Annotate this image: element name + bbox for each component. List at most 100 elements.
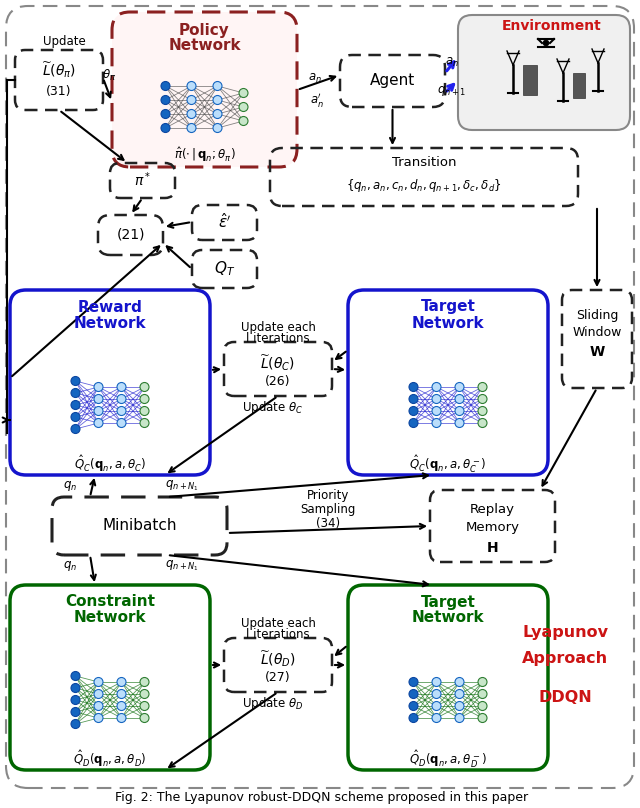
Circle shape — [117, 406, 126, 415]
Text: Constraint: Constraint — [65, 595, 155, 609]
Circle shape — [71, 671, 80, 680]
Text: $\widetilde{L}(\theta_\pi)$: $\widetilde{L}(\theta_\pi)$ — [42, 60, 76, 80]
Circle shape — [94, 419, 103, 427]
Circle shape — [71, 401, 80, 410]
Circle shape — [71, 708, 80, 717]
Text: $a_n'$: $a_n'$ — [310, 91, 324, 109]
Text: Memory: Memory — [465, 521, 520, 535]
Circle shape — [478, 677, 487, 687]
Text: $\hat{Q}_D(\mathbf{q}_n, a, \theta_D^-)$: $\hat{Q}_D(\mathbf{q}_n, a, \theta_D^-)$ — [409, 748, 487, 770]
Ellipse shape — [515, 92, 580, 117]
Text: Update $\theta_D$: Update $\theta_D$ — [243, 696, 304, 713]
Circle shape — [187, 124, 196, 133]
Text: Replay: Replay — [470, 503, 515, 516]
Circle shape — [409, 394, 418, 403]
Text: Update each: Update each — [241, 617, 316, 630]
Circle shape — [432, 382, 441, 392]
Text: (21): (21) — [116, 228, 145, 242]
Circle shape — [478, 713, 487, 722]
Circle shape — [455, 677, 464, 687]
Text: $q_n$: $q_n$ — [63, 479, 77, 493]
Text: Network: Network — [74, 315, 147, 330]
Text: Minibatch: Minibatch — [102, 519, 177, 533]
Text: l iterations: l iterations — [246, 629, 310, 642]
Circle shape — [187, 95, 196, 104]
Circle shape — [71, 389, 80, 398]
Circle shape — [432, 419, 441, 427]
FancyBboxPatch shape — [573, 73, 585, 98]
Text: $\pi^*$: $\pi^*$ — [134, 170, 151, 189]
Text: (26): (26) — [265, 376, 291, 389]
Circle shape — [94, 394, 103, 403]
Circle shape — [94, 689, 103, 698]
Text: $\{q_n, a_n, c_n, d_n, q_{n+1}, \delta_c, \delta_d\}$: $\{q_n, a_n, c_n, d_n, q_{n+1}, \delta_c… — [346, 178, 502, 195]
Text: Network: Network — [74, 611, 147, 625]
Text: (34): (34) — [316, 516, 340, 529]
Circle shape — [140, 689, 149, 698]
Circle shape — [140, 701, 149, 710]
Text: $q_{n+N_1}$: $q_{n+N_1}$ — [165, 478, 199, 494]
Circle shape — [239, 89, 248, 98]
Text: $\hat{\pi}(\cdot\,|\,\mathbf{q}_n;\theta_\pi)$: $\hat{\pi}(\cdot\,|\,\mathbf{q}_n;\theta… — [173, 145, 236, 165]
Circle shape — [213, 82, 222, 90]
Text: Agent: Agent — [370, 74, 415, 89]
Circle shape — [117, 419, 126, 427]
Circle shape — [409, 713, 418, 722]
Circle shape — [432, 689, 441, 698]
Circle shape — [478, 382, 487, 392]
Circle shape — [432, 701, 441, 710]
Text: Network: Network — [412, 315, 484, 330]
Text: Reward: Reward — [77, 300, 143, 314]
Circle shape — [71, 413, 80, 422]
Circle shape — [161, 95, 170, 104]
Text: $\theta_\pi$: $\theta_\pi$ — [102, 67, 116, 82]
Circle shape — [71, 424, 80, 434]
Text: Target: Target — [420, 300, 476, 314]
Text: $q_{n+N_1}$: $q_{n+N_1}$ — [165, 558, 199, 574]
Circle shape — [140, 406, 149, 415]
Text: $\widetilde{L}(\theta_C)$: $\widetilde{L}(\theta_C)$ — [260, 353, 296, 373]
Circle shape — [140, 394, 149, 403]
Text: Update $\theta_C$: Update $\theta_C$ — [243, 399, 303, 416]
Circle shape — [409, 701, 418, 710]
Circle shape — [71, 719, 80, 729]
Circle shape — [455, 394, 464, 403]
Circle shape — [94, 382, 103, 392]
Circle shape — [455, 701, 464, 710]
Text: W: W — [589, 345, 605, 359]
Text: Target: Target — [420, 595, 476, 609]
Circle shape — [455, 419, 464, 427]
Text: Transition: Transition — [392, 157, 456, 170]
Circle shape — [409, 689, 418, 698]
Circle shape — [161, 110, 170, 119]
Text: Network: Network — [412, 611, 484, 625]
Text: $\hat{Q}_C(\mathbf{q}_n, a, \theta_C)$: $\hat{Q}_C(\mathbf{q}_n, a, \theta_C)$ — [74, 453, 146, 474]
Circle shape — [455, 689, 464, 698]
Circle shape — [455, 406, 464, 415]
Text: Update each: Update each — [241, 322, 316, 335]
Text: $a_n$: $a_n$ — [445, 56, 458, 69]
Text: Sliding: Sliding — [576, 309, 618, 322]
Circle shape — [478, 394, 487, 403]
Circle shape — [161, 82, 170, 90]
Text: $Q_T$: $Q_T$ — [214, 259, 235, 278]
Text: Priority: Priority — [307, 490, 349, 503]
Text: H: H — [486, 541, 499, 555]
Circle shape — [239, 116, 248, 125]
Text: Window: Window — [572, 326, 621, 339]
Text: l iterations: l iterations — [246, 333, 310, 346]
Circle shape — [117, 689, 126, 698]
Text: $a_n$: $a_n$ — [308, 71, 322, 85]
Text: $q_{n+1}$: $q_{n+1}$ — [437, 84, 466, 98]
Text: Update: Update — [43, 35, 85, 48]
Ellipse shape — [513, 68, 593, 106]
Circle shape — [432, 713, 441, 722]
Circle shape — [140, 677, 149, 687]
Circle shape — [140, 419, 149, 427]
Text: Environment: Environment — [502, 19, 602, 33]
Circle shape — [117, 677, 126, 687]
FancyBboxPatch shape — [523, 65, 537, 95]
Circle shape — [478, 419, 487, 427]
Circle shape — [94, 406, 103, 415]
Circle shape — [117, 394, 126, 403]
